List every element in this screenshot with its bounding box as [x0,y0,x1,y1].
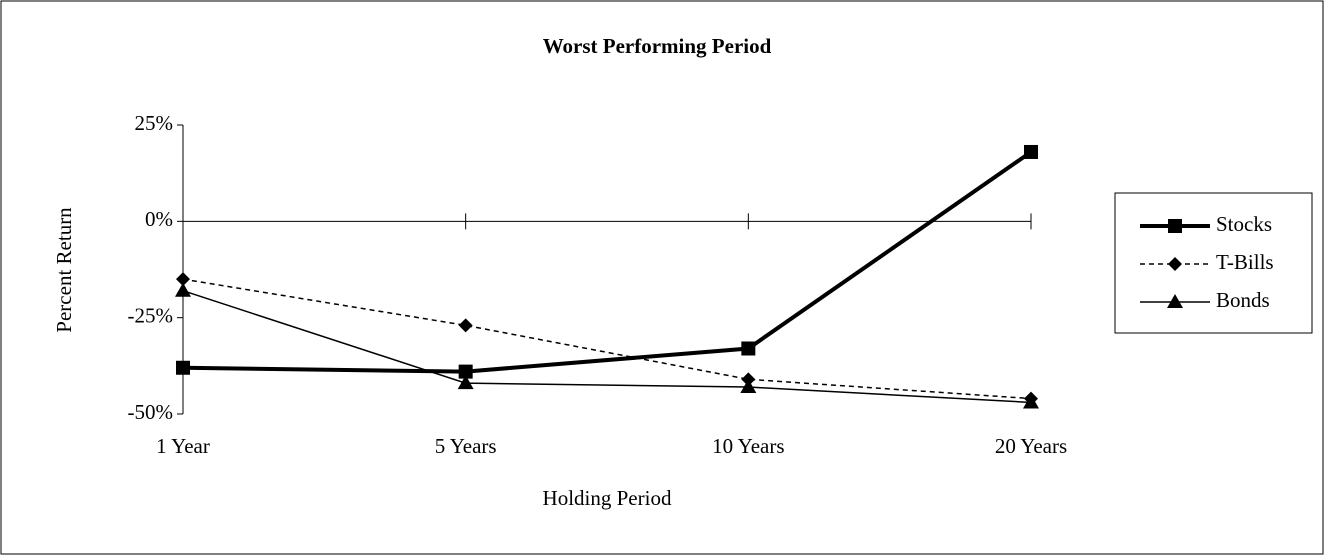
x-tick-label: 10 Years [712,434,784,458]
marker [175,282,191,297]
legend-label: T-Bills [1216,250,1274,274]
marker [740,379,757,394]
y-axis-label: Percent Return [52,207,76,333]
series-line [182,289,1032,404]
y-tick-label: 25% [135,111,174,135]
marker [1168,219,1182,233]
series-line [182,278,1032,400]
marker [741,341,756,356]
x-axis-label: Holding Period [543,486,672,510]
marker [1168,257,1182,271]
y-tick-label: 0% [145,207,173,231]
marker [1167,294,1183,308]
legend-box [1114,192,1313,334]
marker [457,375,474,390]
marker [176,360,190,375]
x-tick-label: 20 Years [995,434,1067,458]
chart-title: Worst Performing Period [543,34,772,58]
marker [176,272,190,287]
series-line [182,150,1033,374]
marker [1023,394,1039,409]
legend-label: Stocks [1216,212,1272,236]
x-tick-label: 1 Year [156,434,210,458]
y-tick-label: -50% [128,400,174,424]
marker [458,318,473,333]
y-tick-label: -25% [128,303,174,327]
marker [458,364,473,379]
legend-label: Bonds [1216,288,1270,312]
marker [1024,144,1038,159]
x-tick-label: 5 Years [435,434,497,458]
